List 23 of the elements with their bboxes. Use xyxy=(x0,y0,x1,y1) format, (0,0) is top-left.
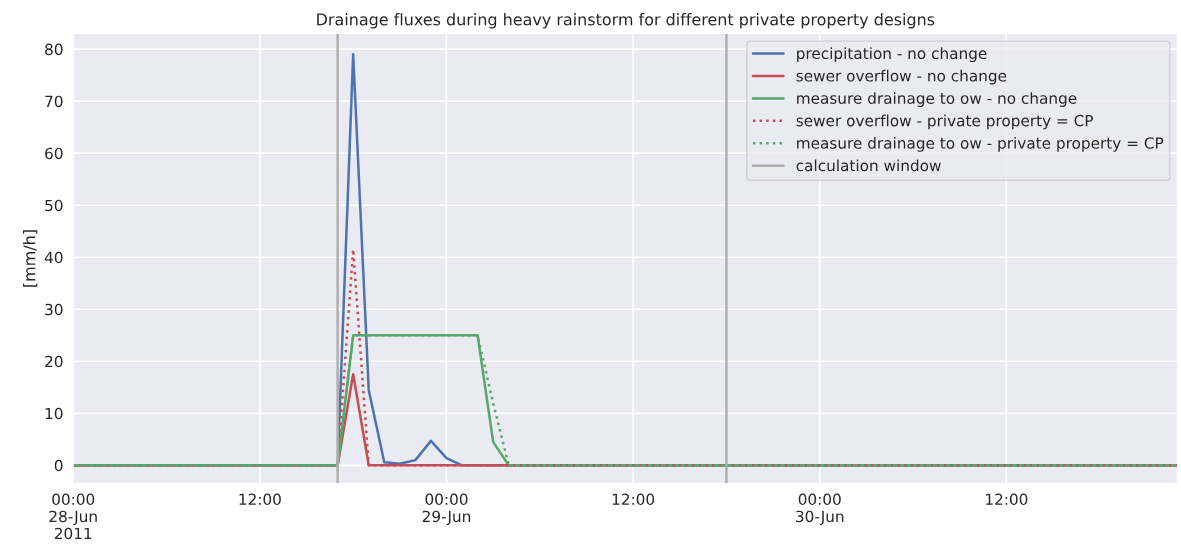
y-axis-title: [mm/h] xyxy=(23,230,38,287)
chart-title: Drainage fluxes during heavy rainstorm for different private property designs xyxy=(317,13,935,29)
legend-label: sewer overflow - no change xyxy=(796,69,1007,85)
x-tick-label: 12:00 xyxy=(239,493,281,506)
x-tick-label: 00:00 29-Jun xyxy=(422,493,471,526)
x-tick-label: 00:00 30-Jun xyxy=(796,493,844,526)
y-tick-label: 60 xyxy=(45,147,63,160)
x-tick-label: 12:00 xyxy=(986,493,1028,506)
legend-label: calculation window xyxy=(796,159,941,172)
y-tick-label: 20 xyxy=(45,355,63,368)
legend-label: sewer overflow - private property = CP xyxy=(796,114,1094,130)
y-tick-label: 50 xyxy=(45,199,63,212)
x-tick-label: 00:00 28-Jun 2011 xyxy=(49,493,97,540)
legend-label: measure drainage to ow - private property = CP xyxy=(797,136,1164,152)
x-tick-label: 12:00 xyxy=(612,493,655,506)
y-tick-label: 0 xyxy=(54,459,63,472)
y-tick-label: 70 xyxy=(45,95,63,108)
legend-label: precipitation - no change xyxy=(797,47,987,63)
y-tick-label: 30 xyxy=(45,303,63,316)
y-tick-label: 80 xyxy=(45,43,63,56)
y-tick-label: 10 xyxy=(45,407,63,420)
y-tick-label: 40 xyxy=(44,251,63,264)
legend-label: measure drainage to ow - no change xyxy=(797,92,1077,107)
